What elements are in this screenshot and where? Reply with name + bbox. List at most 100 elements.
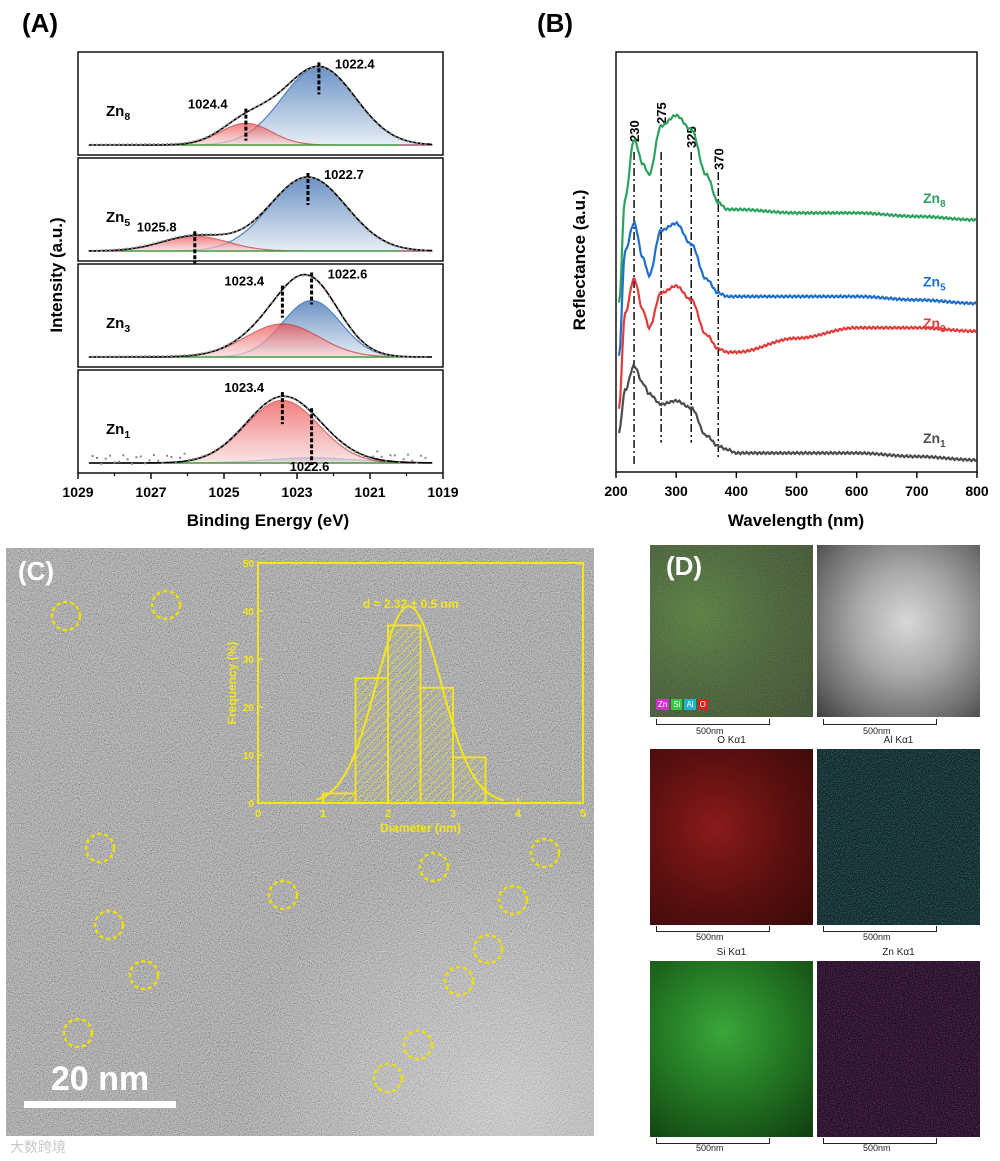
edx-scale-bar bbox=[656, 1138, 770, 1144]
histogram-title: d = 2.32 ± 0.5 nm bbox=[363, 597, 459, 611]
xps-subplot-frame bbox=[77, 263, 444, 368]
reflectance-series-line bbox=[617, 220, 978, 356]
histogram-x-tick-label: 4 bbox=[515, 808, 522, 820]
xps-sample-label: Zn5 bbox=[106, 209, 130, 229]
tem-scale-label: 20 nm bbox=[51, 1060, 149, 1098]
xps-x-tick-label: 1027 bbox=[135, 484, 166, 500]
xps-peak-label: 1022.6 bbox=[328, 266, 368, 281]
nanoparticle-marker bbox=[267, 879, 299, 911]
edx-overlay-map: Zn Si Al O bbox=[650, 545, 813, 717]
panel-label-a: (A) bbox=[22, 8, 59, 38]
xps-peak-label: 1022.6 bbox=[290, 459, 330, 474]
edx-haadf-image bbox=[817, 545, 980, 717]
histogram-x-tick-label: 2 bbox=[385, 808, 391, 820]
tem-scale-bar bbox=[24, 1101, 176, 1108]
edx-legend: Zn Si Al O bbox=[656, 699, 708, 710]
edx-o-title: O Kα1 bbox=[717, 735, 746, 746]
nanoparticle-marker bbox=[84, 832, 116, 864]
nanoparticle-marker bbox=[443, 965, 475, 997]
histogram-x-tick-label: 5 bbox=[580, 808, 586, 820]
reflectance-marker-label: 230 bbox=[627, 120, 642, 142]
reflectance-series-label: Zn5 bbox=[923, 273, 946, 293]
xps-chart: Zn8 1022.4 1024.4 Zn5 1022.7 1025.8 Zn3 1022.6 1… bbox=[47, 51, 459, 530]
reflectance-series-line bbox=[617, 113, 977, 303]
xps-peak-label: 1025.8 bbox=[137, 219, 177, 234]
reflectance-x-tick-label: 400 bbox=[725, 483, 749, 499]
reflectance-x-tick-label: 700 bbox=[905, 483, 929, 499]
histogram-y-label: Frequency (%) bbox=[225, 642, 239, 725]
histogram-y-tick-label: 10 bbox=[243, 751, 255, 762]
xps-data-points bbox=[91, 176, 427, 252]
reflectance-series-label: Zn3 bbox=[923, 315, 946, 335]
panel-label-c: (C) bbox=[18, 556, 55, 586]
reflectance-x-tick-label: 800 bbox=[965, 483, 989, 499]
reflectance-x-axis-label: Wavelength (nm) bbox=[728, 511, 864, 530]
panel-label-d: (D) bbox=[666, 551, 703, 581]
histogram-y-tick-label: 40 bbox=[243, 607, 255, 618]
edx-zn-map bbox=[817, 961, 980, 1137]
xps-sample-label: Zn1 bbox=[106, 421, 130, 441]
nanoparticle-marker bbox=[128, 959, 160, 991]
edx-scale-bar bbox=[823, 1138, 937, 1144]
edx-panel: Zn Si Al O (D) 500nm 500nm O Kα1 Al Kα1 … bbox=[650, 545, 995, 1155]
edx-o-map bbox=[650, 749, 813, 925]
edx-al-map bbox=[817, 749, 980, 925]
reflectance-series-line bbox=[617, 277, 978, 409]
reflectance-y-axis-label: Reflectance (a.u.) bbox=[570, 190, 589, 331]
nanoparticle-marker bbox=[62, 1017, 94, 1049]
xps-x-tick-label: 1025 bbox=[208, 484, 239, 500]
edx-scale-label: 500nm bbox=[863, 932, 891, 942]
legend-o: O bbox=[697, 699, 708, 710]
xps-subplot-frame bbox=[77, 51, 444, 156]
edx-scale-bar bbox=[656, 926, 770, 932]
edx-zn-title: Zn Kα1 bbox=[882, 947, 915, 958]
reflectance-marker-label: 275 bbox=[654, 102, 669, 124]
nanoparticle-marker bbox=[372, 1062, 404, 1094]
xps-x-tick-label: 1023 bbox=[281, 484, 312, 500]
reflectance-plot-frame bbox=[615, 51, 978, 473]
nanoparticle-marker bbox=[472, 933, 504, 965]
reflectance-x-tick-label: 200 bbox=[604, 483, 628, 499]
xps-data-points bbox=[91, 395, 427, 465]
edx-si-map bbox=[650, 961, 813, 1137]
nanoparticle-marker bbox=[50, 600, 82, 632]
histogram-y-tick-label: 30 bbox=[243, 655, 255, 666]
histogram-fit-curve bbox=[316, 605, 504, 802]
xps-x-axis-label: Binding Energy (eV) bbox=[187, 511, 349, 530]
edx-scale-bar bbox=[823, 719, 937, 725]
edx-si-title: Si Kα1 bbox=[716, 947, 747, 958]
reflectance-x-tick-label: 600 bbox=[845, 483, 869, 499]
reflectance-series-label: Zn1 bbox=[923, 430, 946, 450]
xps-peak-label: 1022.7 bbox=[324, 167, 364, 182]
xps-peak-label: 1024.4 bbox=[188, 97, 229, 112]
edx-al-title: Al Kα1 bbox=[883, 735, 914, 746]
reflectance-x-tick-label: 300 bbox=[664, 483, 688, 499]
histogram-bar bbox=[452, 756, 487, 804]
legend-zn: Zn bbox=[656, 699, 670, 710]
watermark: 大数跨境 bbox=[10, 1139, 66, 1155]
edx-scale-label: 500nm bbox=[696, 726, 724, 736]
nanoparticle-marker bbox=[150, 589, 182, 621]
histogram-y-tick-label: 50 bbox=[243, 559, 255, 570]
xps-peak-label: 1023.4 bbox=[224, 274, 265, 289]
edx-scale-label: 500nm bbox=[696, 932, 724, 942]
xps-y-axis-label: Intensity (a.u.) bbox=[47, 217, 66, 332]
histogram-x-tick-label: 1 bbox=[320, 808, 326, 820]
xps-sample-label: Zn3 bbox=[106, 315, 130, 335]
xps-component-peak bbox=[88, 399, 432, 464]
histogram-x-label: Diameter (nm) bbox=[380, 821, 461, 835]
reflectance-marker-label: 370 bbox=[711, 148, 726, 170]
reflectance-series-line bbox=[617, 363, 977, 463]
edx-scale-label: 500nm bbox=[863, 1143, 891, 1153]
legend-al: Al bbox=[684, 699, 696, 710]
edx-scale-label: 500nm bbox=[863, 726, 891, 736]
xps-x-tick-label: 1021 bbox=[354, 484, 385, 500]
reflectance-x-tick-label: 500 bbox=[785, 483, 809, 499]
edx-scale-bar bbox=[656, 719, 770, 725]
xps-data-points bbox=[91, 274, 427, 359]
xps-x-tick-label: 1019 bbox=[427, 484, 458, 500]
histogram-x-tick-label: 3 bbox=[450, 808, 456, 820]
histogram-y-tick-label: 20 bbox=[243, 703, 255, 714]
histogram-x-tick-label: 0 bbox=[255, 808, 261, 820]
